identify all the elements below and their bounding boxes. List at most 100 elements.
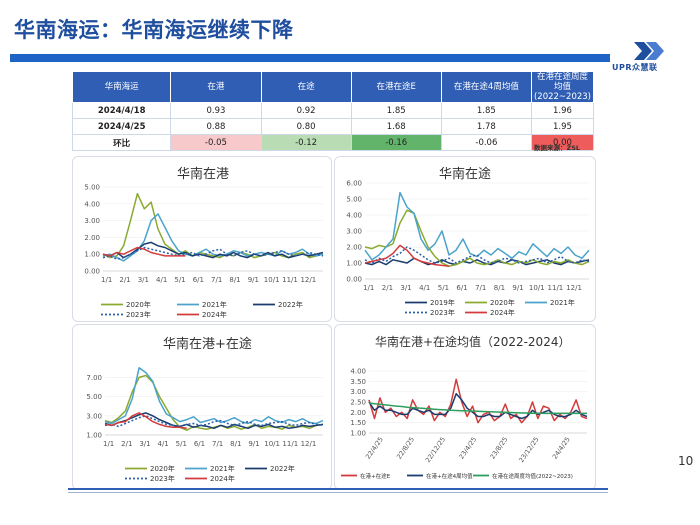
table-cell: 1.96 <box>530 102 595 119</box>
x-tick-label: 10/1 <box>529 284 545 292</box>
x-tick-label: 4/1 <box>158 440 169 448</box>
footer-bar-thin <box>68 492 608 493</box>
y-tick-label: 1.00 <box>86 432 102 440</box>
y-tick-label: 3.00 <box>84 217 100 225</box>
legend-label: 2022年 <box>278 300 303 309</box>
x-tick-label: 2/1 <box>121 440 132 448</box>
row-label: 2024/4/18 <box>71 102 172 119</box>
x-tick-label: 4/1 <box>156 276 167 284</box>
series-line <box>102 246 324 260</box>
y-tick-label: 1.00 <box>350 430 366 438</box>
y-tick-label: 1.00 <box>346 260 362 268</box>
x-tick-label: 23/8/25 <box>489 436 510 461</box>
table-cell: 1.78 <box>440 118 532 135</box>
logo-text: UPR众慧联 <box>612 63 658 72</box>
series-line <box>104 367 324 425</box>
title-underline-bar <box>10 54 610 62</box>
x-tick-label: 4/1 <box>419 284 430 292</box>
x-tick-label: 6/1 <box>456 284 467 292</box>
x-tick-label: 5/1 <box>438 284 449 292</box>
table-header: 在港在途E <box>350 71 442 103</box>
legend-label: 2020年 <box>490 298 515 307</box>
series-line <box>104 415 324 428</box>
table-header: 华南海运 <box>71 71 172 103</box>
x-tick-label: 3/1 <box>139 440 150 448</box>
change-cell: 0.00 <box>530 134 595 151</box>
x-tick-label: 2/1 <box>119 276 130 284</box>
legend-label: 2020年 <box>126 300 151 309</box>
x-tick-label: 3/1 <box>138 276 149 284</box>
chart-average: 1.00 1.50 2.00 2.50 3.00 3.50 4.00 22/4/25 22/8/… <box>341 368 588 480</box>
table-row-change: 环比 -0.05 -0.12 -0.16 -0.06 0.00 <box>71 134 595 151</box>
y-tick-label: 6.00 <box>346 180 362 188</box>
y-tick-label: 3.50 <box>350 378 366 386</box>
legend-label: 2021年 <box>202 300 227 309</box>
x-tick-label: 12/1 <box>300 276 316 284</box>
y-tick-label: 3.00 <box>86 412 102 420</box>
chart-transit: 0.00 1.00 2.00 3.00 4.00 5.00 6.00 1/1 2/1 3/1 4/1… <box>346 180 590 317</box>
x-tick-label: 7/1 <box>212 440 223 448</box>
legend-label: 2024年 <box>202 310 227 319</box>
table-cell: 1.85 <box>440 102 532 119</box>
series-line <box>364 246 590 264</box>
x-tick-label: 8/1 <box>230 440 241 448</box>
chart-panel-average: 华南在港+在途均值（2022-2024） 1.00 1.50 2.00 2.50 3.0… <box>334 324 596 490</box>
change-cell: -0.12 <box>260 134 352 151</box>
company-logo: UPR众慧联 <box>612 40 692 72</box>
y-tick-label: 7.00 <box>86 374 102 382</box>
table-cell: 1.95 <box>530 118 595 135</box>
x-tick-label: 9/1 <box>248 276 259 284</box>
table-cell: 0.80 <box>260 118 352 135</box>
y-tick-label: 5.00 <box>84 184 100 192</box>
x-tick-label: 9/1 <box>512 284 523 292</box>
chart-panel-transit: 华南在途 0.00 1.00 2.00 3.00 4.00 5.00 6.00 1/1 2/1 3… <box>334 156 596 322</box>
x-tick-label: 11/1 <box>548 284 564 292</box>
x-tick-label: 7/1 <box>475 284 486 292</box>
shipping-summary-table: 华南海运 在港 在途 在港在途E 在港在途4周均值 在港在途周度均值 (2022… <box>71 71 595 151</box>
table-cell: 1.68 <box>350 118 442 135</box>
table-cell: 1.85 <box>350 102 442 119</box>
chart-title: 华南在港+在途均值（2022-2024） <box>375 335 571 349</box>
legend-label: 2022年 <box>270 464 295 473</box>
legend-label: 2019年 <box>430 298 455 307</box>
x-tick-label: 6/1 <box>194 440 205 448</box>
change-cell: -0.06 <box>440 134 532 151</box>
change-cell: -0.16 <box>350 134 442 151</box>
y-tick-label: 1.00 <box>84 251 100 259</box>
x-tick-label: 23/12/25 <box>517 436 540 465</box>
x-tick-label: 22/4/25 <box>364 436 385 461</box>
x-tick-label: 12/1 <box>301 440 317 448</box>
y-tick-label: 1.50 <box>350 419 366 427</box>
legend-label: 2024年 <box>210 474 235 483</box>
x-tick-label: 8/1 <box>229 276 240 284</box>
data-source-note: 数据来源：ZSL <box>534 144 581 152</box>
x-tick-label: 22/8/25 <box>395 436 416 461</box>
legend-label: 在港+在途E <box>360 472 391 480</box>
chart-inport-transit: 1.00 3.00 5.00 7.00 1/1 2/1 3/1 4/1 5/1 6/1 7/1 8/1… <box>86 367 324 483</box>
legend-label: 2023年 <box>126 310 151 319</box>
table-header: 在港在途4周均值 <box>440 71 532 103</box>
series-line <box>364 209 590 267</box>
x-tick-label: 10/1 <box>264 440 280 448</box>
x-tick-label: 11/1 <box>282 440 298 448</box>
x-tick-label: 23/4/25 <box>457 436 478 461</box>
series-line <box>364 191 590 261</box>
chart-panel-inport-transit: 华南在港+在途 1.00 3.00 5.00 7.00 1/1 2/1 3/1 4/1 5/1 6… <box>72 324 332 490</box>
table-row: 2024/4/18 0.93 0.92 1.85 1.85 1.96 <box>71 102 595 119</box>
x-tick-label: 1/1 <box>101 276 112 284</box>
x-tick-label: 1/1 <box>363 284 374 292</box>
chart-inport: 0.00 1.00 2.00 3.00 4.00 5.00 1/1 2/1 3/1 4/1 5/1 6… <box>84 184 324 319</box>
table-header: 在港 <box>170 71 262 103</box>
series-line <box>368 402 587 415</box>
page-number: 10 <box>678 454 694 468</box>
series-line <box>102 246 186 257</box>
legend-label: 2021年 <box>550 298 575 307</box>
chart-title: 华南在港 <box>177 167 230 182</box>
x-tick-label: 9/1 <box>248 440 259 448</box>
x-tick-label: 24/4/25 <box>551 436 572 461</box>
x-tick-label: 8/1 <box>494 284 505 292</box>
y-tick-label: 2.00 <box>350 409 366 417</box>
legend-label: 在港在途周度均值(2022~2023) <box>492 472 573 480</box>
legend-label: 2023年 <box>430 308 455 317</box>
y-tick-label: 3.00 <box>346 228 362 236</box>
